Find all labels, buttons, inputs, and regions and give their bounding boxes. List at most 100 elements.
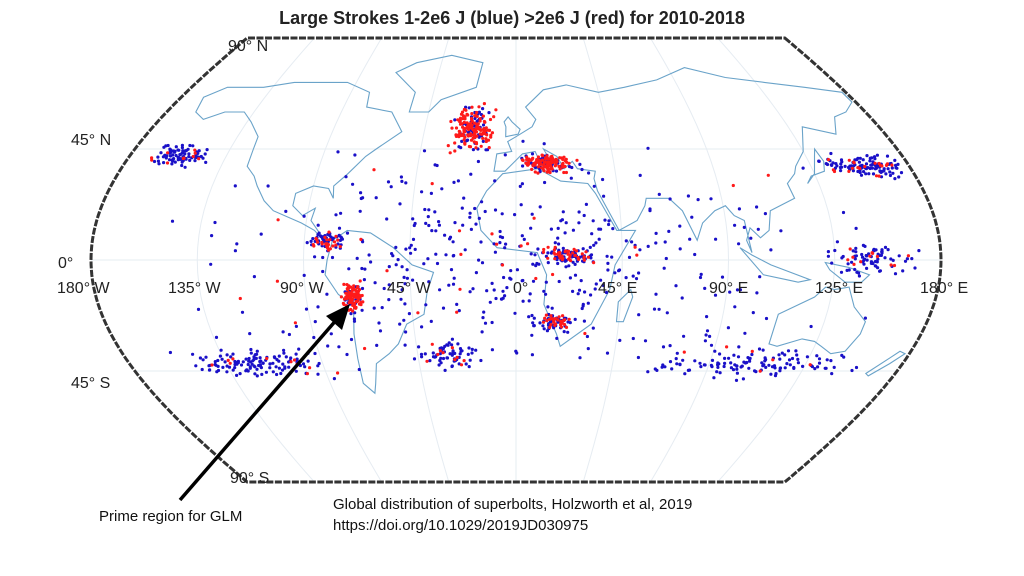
stroke-point-red [555,158,559,162]
stroke-point-blue [462,196,466,200]
stroke-point-blue [337,226,342,230]
stroke-point-red [460,122,464,126]
stroke-point-blue [779,229,783,233]
lon-label-45w: 45° W [387,280,432,297]
stroke-point-blue [816,365,820,369]
stroke-point-blue [402,318,406,322]
stroke-point-blue [464,362,468,366]
stroke-point-blue [549,251,554,255]
stroke-point-blue [407,312,411,316]
stroke-point-blue [235,242,239,246]
stroke-point-blue [859,173,864,177]
stroke-point-blue [444,253,448,257]
stroke-point-red [463,130,467,134]
stroke-point-blue [601,283,605,287]
stroke-point-blue [460,349,464,353]
stroke-point-blue [737,242,741,246]
stroke-point-blue [438,352,442,356]
stroke-point-blue [249,351,253,355]
stroke-point-blue [630,240,634,244]
stroke-point-blue [826,254,831,258]
lat-label-90s: 90° S [230,470,269,487]
stroke-point-blue [420,325,424,329]
stroke-point-blue [431,351,435,355]
stroke-point-red [892,263,897,268]
stroke-point-blue [447,341,451,345]
stroke-point-blue [646,370,650,374]
stroke-point-blue [817,159,821,163]
stroke-point-blue [433,355,437,359]
stroke-point-blue [460,206,464,210]
stroke-point-blue [823,366,827,370]
stroke-point-blue [400,179,404,183]
stroke-point-blue [854,365,859,370]
stroke-point-blue [716,365,720,369]
stroke-point-blue [477,110,481,114]
stroke-point-red [351,303,355,307]
stroke-point-blue [229,355,233,359]
stroke-point-blue [253,372,257,376]
stroke-point-blue [476,159,480,164]
stroke-point-blue [874,264,878,268]
stroke-point-red [456,118,460,122]
stroke-point-red [525,155,529,159]
stroke-point-blue [896,162,900,166]
stroke-point-red [352,295,356,299]
stroke-point-blue [252,275,256,279]
stroke-point-blue [377,321,381,325]
stroke-point-blue [174,153,178,158]
stroke-point-red [549,314,553,318]
stroke-point-blue [854,250,858,254]
stroke-point-blue [586,347,590,351]
stroke-point-blue [870,163,874,167]
stroke-point-red [527,160,531,164]
stroke-point-blue [284,355,288,359]
stroke-point-blue [856,156,860,160]
stroke-point-blue [221,365,225,369]
stroke-point-red [549,159,554,163]
stroke-point-blue [227,365,232,369]
stroke-point-blue [562,330,566,334]
stroke-point-blue [568,276,573,280]
stroke-point-blue [582,319,587,323]
stroke-point-blue [303,365,307,369]
stroke-point-blue [452,180,456,184]
stroke-point-blue [848,164,852,168]
stroke-point-blue [223,360,227,364]
stroke-point-blue [519,203,523,207]
stroke-point-blue [636,355,641,360]
stroke-point-blue [826,250,831,254]
stroke-point-blue [901,269,905,273]
stroke-point-red [336,371,340,375]
stroke-point-blue [294,369,298,373]
stroke-point-blue [663,240,667,244]
stroke-point-blue [710,365,714,369]
stroke-point-blue [652,307,657,311]
stroke-point-red [559,319,563,324]
stroke-point-blue [686,368,691,372]
stroke-point-red [430,342,434,346]
stroke-point-red [360,293,364,298]
stroke-point-blue [316,223,320,227]
stroke-point-blue [864,253,868,258]
stroke-point-red [293,321,297,325]
stroke-point-blue [426,215,430,219]
stroke-point-blue [783,353,787,357]
stroke-point-blue [720,275,725,279]
stroke-point-blue [786,349,791,353]
stroke-point-blue [894,163,898,167]
stroke-point-blue [871,172,876,176]
lat-label-45n: 45° N [71,132,111,149]
stroke-point-blue [580,167,584,172]
citation-doi[interactable]: https://doi.org/10.1029/2019JD030975 [333,517,589,534]
stroke-point-blue [792,365,796,370]
stroke-point-blue [180,163,184,168]
stroke-point-blue [829,359,833,363]
stroke-point-blue [794,349,798,353]
stroke-point-blue [655,368,659,372]
stroke-point-blue [675,362,679,366]
stroke-point-red [466,133,470,137]
stroke-point-blue [441,306,446,310]
stroke-point-blue [474,271,478,275]
stroke-point-blue [490,320,494,325]
